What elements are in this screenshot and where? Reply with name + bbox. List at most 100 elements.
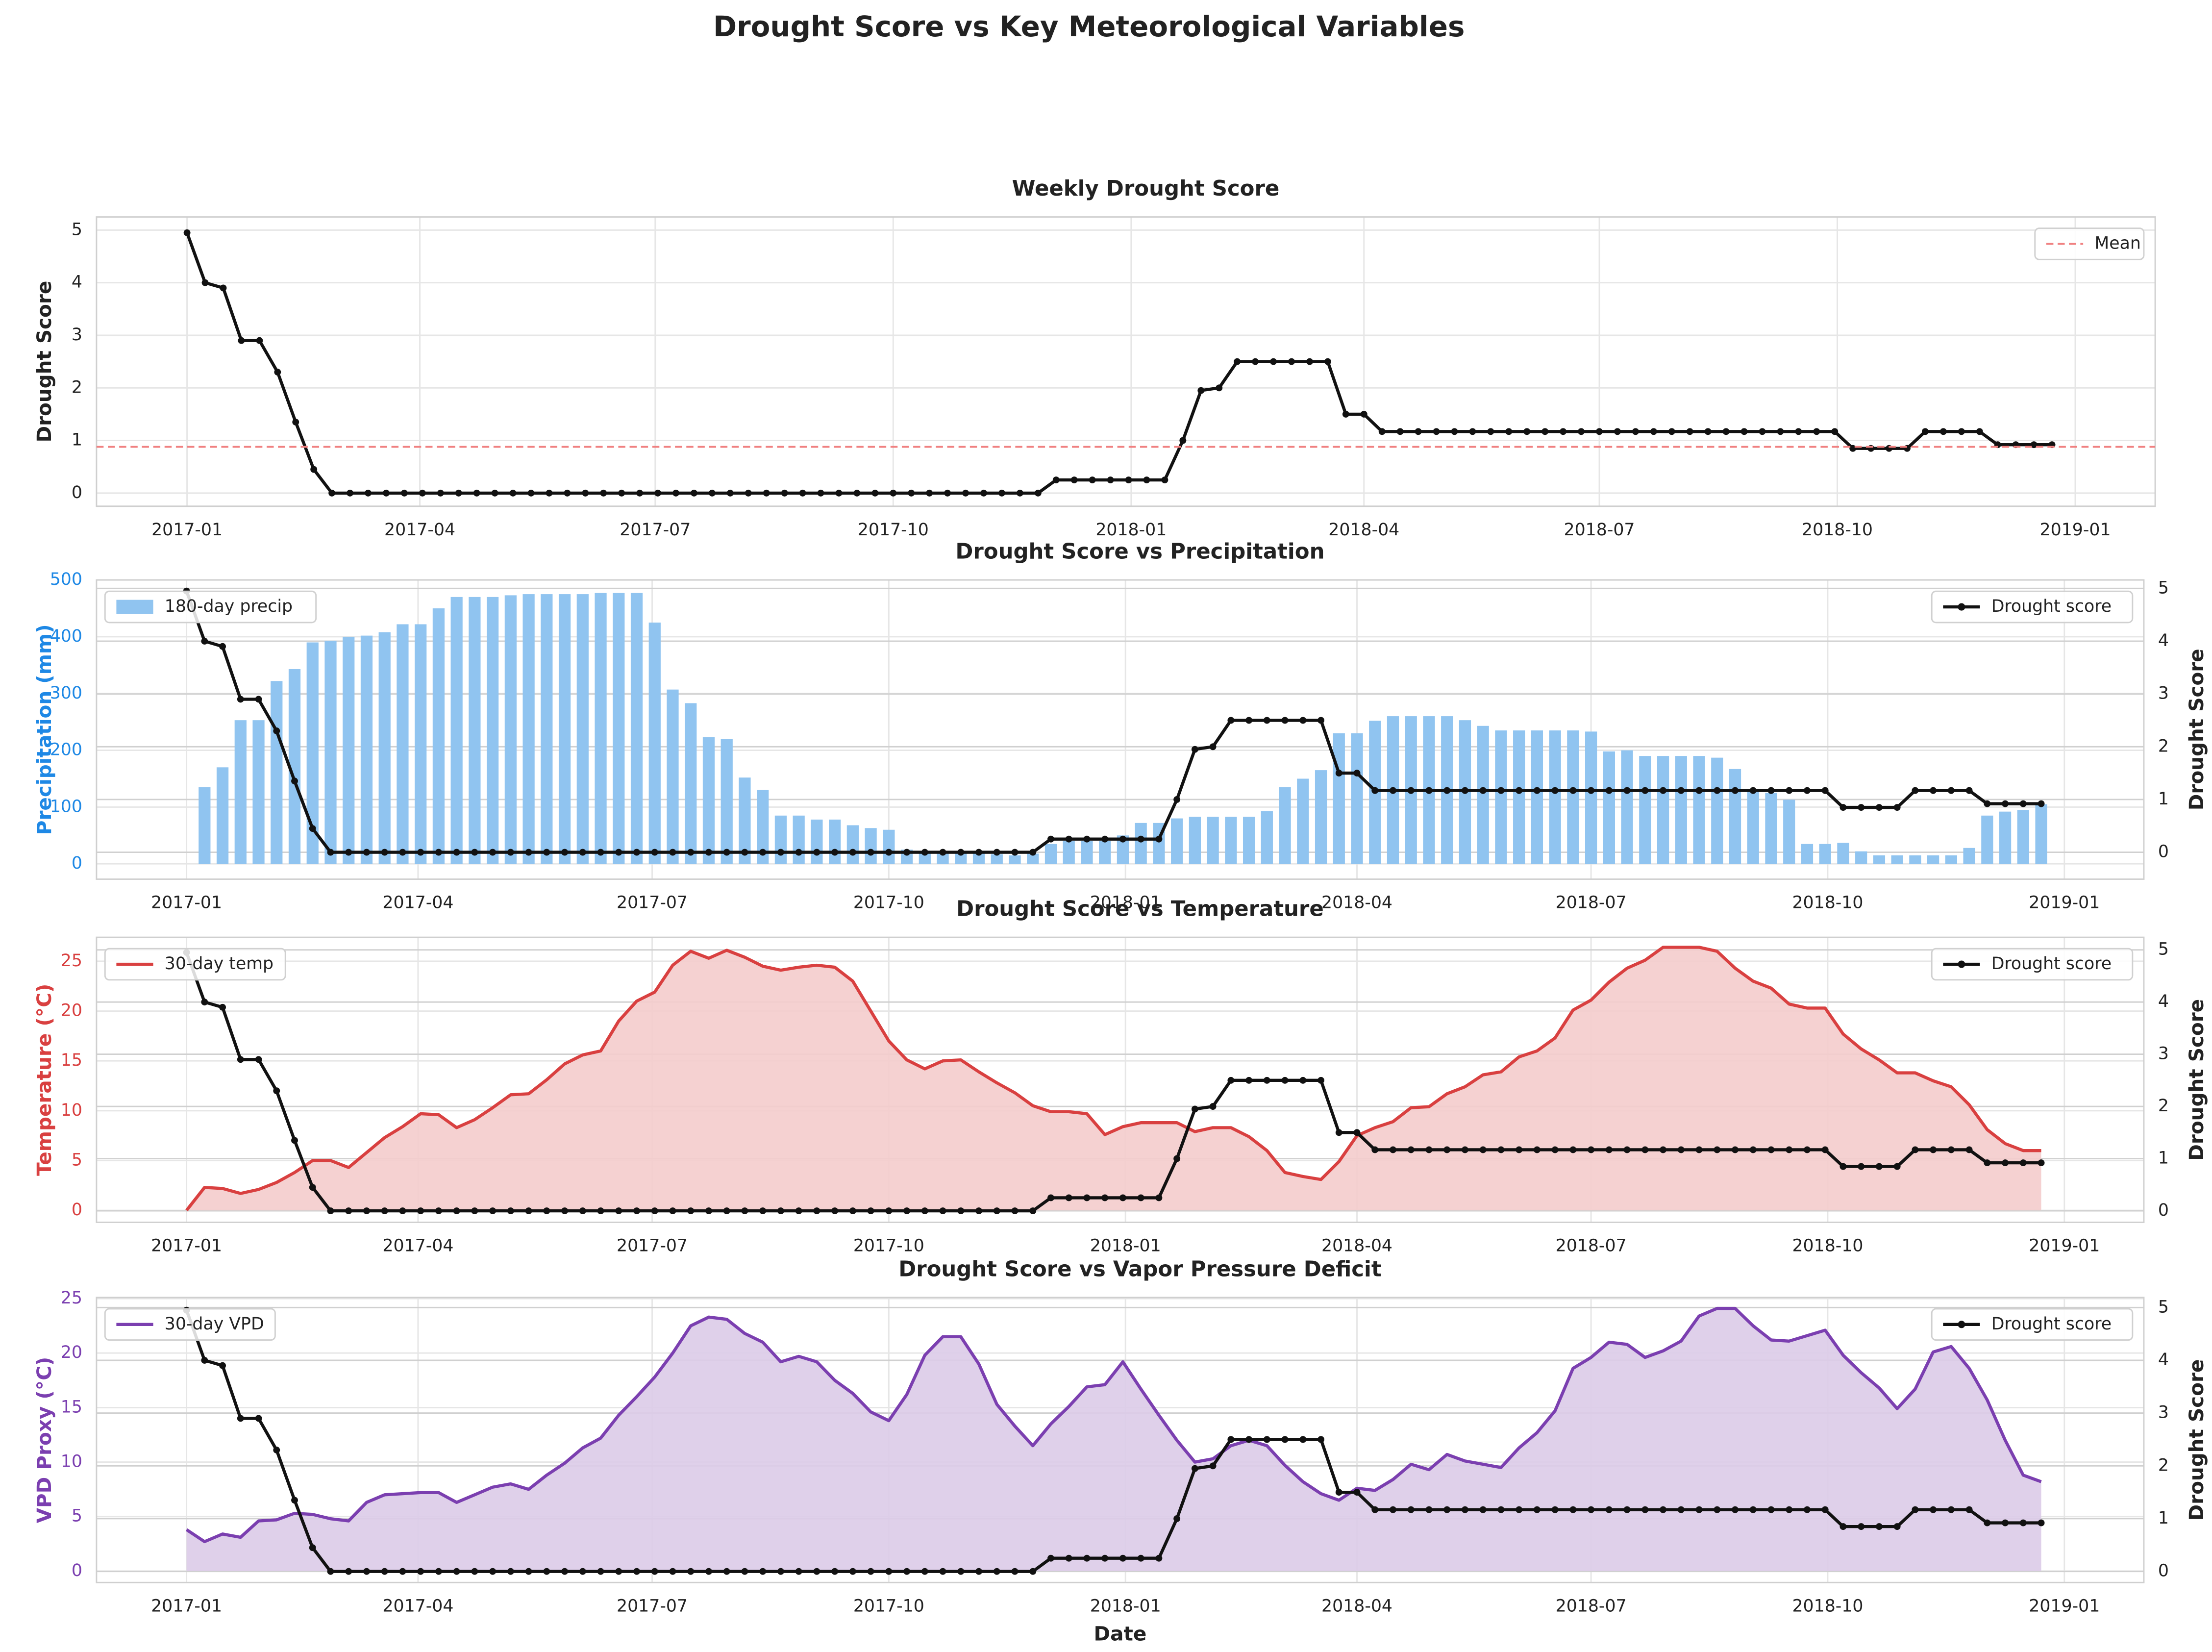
marker: [921, 1568, 928, 1575]
marker: [1070, 476, 1078, 483]
marker: [1516, 787, 1523, 794]
x-tick-label: 2017-07: [620, 520, 691, 540]
bar: [1675, 756, 1687, 864]
marker: [1632, 428, 1639, 435]
bar: [1225, 817, 1237, 864]
marker: [597, 849, 604, 856]
marker: [726, 489, 734, 497]
marker: [1462, 1506, 1468, 1513]
marker: [579, 1207, 586, 1215]
marker: [1390, 1506, 1396, 1513]
marker: [1317, 1436, 1324, 1443]
marker: [273, 727, 280, 734]
bar: [1243, 817, 1255, 864]
y-axis-label: VPD Proxy (°C): [32, 1357, 56, 1524]
y-tick-label: 5: [72, 220, 82, 239]
marker: [1641, 787, 1649, 794]
legend-marker: [1958, 1321, 1965, 1328]
y-tick-label: 500: [50, 570, 82, 589]
bar: [1333, 733, 1345, 864]
bar: [883, 829, 895, 864]
marker: [633, 1568, 640, 1575]
marker: [636, 489, 644, 497]
marker: [1912, 1506, 1919, 1513]
marker: [1839, 1163, 1847, 1170]
marker: [867, 1568, 874, 1575]
marker: [1462, 787, 1468, 794]
marker: [813, 1207, 820, 1215]
marker: [759, 1207, 767, 1215]
y-tick-label: 20: [61, 1343, 82, 1362]
bar: [1999, 811, 2012, 864]
y2-tick-label: 4: [2158, 631, 2169, 651]
marker: [1179, 437, 1187, 444]
marker: [238, 337, 245, 344]
marker: [633, 1207, 640, 1215]
marker: [1786, 1506, 1793, 1513]
marker: [615, 1568, 622, 1575]
marker: [1523, 428, 1531, 435]
y2-tick-label: 0: [2158, 1561, 2169, 1581]
marker: [1371, 1146, 1379, 1153]
bar: [576, 594, 589, 864]
x-tick-label: 2018-01: [1090, 1236, 1161, 1256]
marker: [903, 849, 911, 856]
marker: [1083, 1194, 1091, 1201]
marker: [1029, 1568, 1037, 1575]
marker: [831, 1568, 839, 1575]
marker: [1299, 1076, 1307, 1084]
marker: [453, 1568, 460, 1575]
marker: [831, 849, 839, 856]
marker: [1034, 489, 1042, 497]
bar: [1873, 855, 1886, 864]
marker: [400, 489, 408, 497]
marker: [1858, 1523, 1865, 1530]
marker: [1425, 1506, 1433, 1513]
y2-tick-label: 3: [2158, 684, 2169, 703]
subplot: 2017-01 2017-04 2017-07 2017-10 2018-01 2018-…: [32, 897, 2208, 1256]
marker: [1623, 1506, 1631, 1513]
bar: [793, 815, 805, 864]
marker: [1263, 1436, 1270, 1443]
marker: [1047, 1194, 1054, 1201]
marker: [1786, 787, 1793, 794]
bar: [450, 597, 463, 864]
marker: [579, 849, 586, 856]
marker: [1011, 849, 1019, 856]
marker: [363, 849, 370, 856]
marker: [1353, 1489, 1361, 1496]
marker: [310, 466, 318, 473]
marker: [1858, 804, 1865, 811]
marker: [273, 1087, 280, 1095]
marker: [201, 999, 208, 1006]
area-fill: [186, 947, 2041, 1211]
marker: [1197, 387, 1205, 394]
y2-tick-label: 5: [2158, 940, 2169, 959]
marker: [1947, 787, 1955, 794]
marker: [1641, 1146, 1649, 1153]
marker: [543, 1207, 550, 1215]
marker: [453, 849, 460, 856]
marker: [1695, 1146, 1703, 1153]
marker: [1677, 787, 1685, 794]
bar: [397, 624, 409, 864]
marker: [1317, 1076, 1324, 1084]
x-tick-label: 2018-10: [1792, 1236, 1863, 1256]
marker: [201, 1357, 208, 1364]
marker: [435, 1568, 442, 1575]
x-tick-label: 2018-04: [1321, 1236, 1392, 1256]
marker: [705, 1568, 712, 1575]
marker: [1065, 1554, 1072, 1562]
y-tick-label: 300: [50, 683, 82, 703]
marker: [1335, 770, 1342, 777]
marker: [1893, 804, 1901, 811]
marker: [1396, 428, 1404, 435]
marker: [579, 1568, 586, 1575]
marker: [1677, 1146, 1685, 1153]
marker: [1011, 1568, 1019, 1575]
y2-tick-label: 5: [2158, 578, 2169, 598]
bar: [829, 819, 841, 864]
marker: [399, 849, 406, 856]
marker: [1119, 1194, 1126, 1201]
marker: [471, 1568, 478, 1575]
